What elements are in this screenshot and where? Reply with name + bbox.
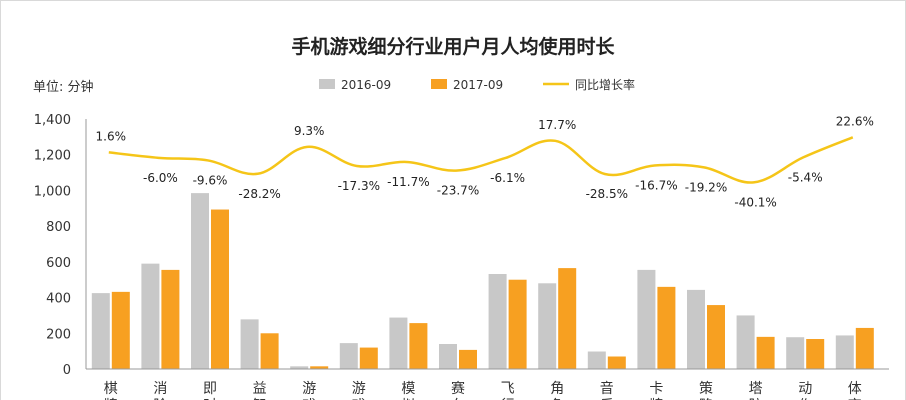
x-tick-label-8: 飞行 — [501, 381, 515, 400]
bars-layer — [91, 193, 874, 369]
x-tick-label-1: 消除 — [153, 381, 167, 400]
y-tick-label: 800 — [46, 220, 71, 235]
growth-label-10: -28.5% — [586, 187, 628, 201]
bar-2017-09-10 — [607, 356, 626, 369]
bar-2016-09-5 — [339, 343, 358, 369]
bar-2017-09-2 — [211, 209, 229, 369]
y-axis: 0 200 400 600 800 1,000 1,200 1,400 — [34, 113, 87, 378]
bar-2016-09-15 — [835, 335, 854, 369]
bar-2016-09-8 — [488, 274, 507, 369]
bar-2016-09-10 — [587, 351, 606, 369]
x-tick-label-11: 卡牌 — [649, 381, 663, 400]
y-tick-label: 200 — [46, 327, 71, 342]
bar-2016-09-9 — [538, 283, 557, 369]
bar-2017-09-9 — [558, 268, 577, 369]
legend: 2016-09 2017-09 同比增长率 — [319, 77, 635, 92]
legend-label-0: 2016-09 — [341, 78, 391, 92]
y-tick-label: 600 — [46, 256, 71, 271]
legend-swatch-0 — [319, 79, 335, 89]
chart-title: 手机游戏细分行业用户月人均使用时长 — [291, 35, 615, 58]
x-tick-label-4: 游戏 — [302, 381, 316, 400]
x-tick-label-2: 即时 — [203, 381, 217, 400]
unit-label: 单位: 分钟 — [33, 79, 94, 95]
growth-label-12: -19.2% — [685, 180, 727, 194]
legend-label-2: 同比增长率 — [575, 77, 635, 92]
bar-2016-09-6 — [389, 317, 408, 369]
bar-2017-09-3 — [260, 333, 279, 369]
y-tick-label: 1,000 — [34, 184, 71, 199]
growth-label-7: -23.7% — [437, 184, 479, 198]
bar-2016-09-7 — [439, 344, 457, 369]
y-tick-label: 0 — [63, 363, 71, 378]
bar-2016-09-12 — [687, 289, 705, 369]
bar-2017-09-4 — [310, 366, 329, 369]
bar-2017-09-8 — [508, 279, 527, 369]
bar-2016-09-11 — [637, 269, 656, 369]
x-tick-label-15: 体育 — [848, 381, 862, 400]
bar-2016-09-3 — [240, 319, 259, 369]
bar-2016-09-14 — [786, 337, 805, 369]
bar-2017-09-11 — [657, 286, 676, 369]
bar-2017-09-7 — [459, 349, 477, 369]
y-tick-label: 400 — [46, 292, 71, 307]
growth-label-6: -11.7% — [387, 175, 429, 189]
growth-label-11: -16.7% — [635, 179, 677, 193]
growth-label-9: 17.7% — [538, 118, 576, 132]
growth-label-5: -17.3% — [338, 179, 380, 193]
growth-line-layer: 1.6% -6.0% -9.6% -28.2% 9.3% -17.3% -11.7% -23.… — [96, 114, 874, 209]
bar-2017-09-15 — [855, 327, 874, 369]
bar-2017-09-13 — [756, 336, 775, 369]
bar-2017-09-6 — [409, 323, 428, 369]
bar-2016-09-2 — [191, 193, 209, 369]
growth-label-2: -9.6% — [193, 173, 228, 187]
growth-line — [108, 136, 854, 184]
x-tick-label-7: 赛车 — [451, 381, 465, 400]
growth-label-15: 22.6% — [836, 114, 874, 128]
growth-label-13: -40.1% — [734, 195, 776, 209]
bar-2016-09-4 — [290, 366, 309, 369]
growth-label-4: 9.3% — [294, 124, 325, 138]
growth-label-14: -5.4% — [788, 170, 823, 184]
y-tick-label: 1,400 — [34, 113, 71, 128]
y-tick-label: 1,200 — [34, 149, 71, 164]
growth-label-8: -6.1% — [490, 171, 525, 185]
x-tick-label-9: 角色 — [550, 381, 564, 400]
x-tick-label-13: 塔防 — [749, 381, 763, 400]
bar-2016-09-1 — [141, 263, 160, 369]
x-tick-label-12: 策略 — [699, 380, 713, 400]
bar-2016-09-13 — [736, 315, 755, 369]
x-axis: 棋牌 消除 即时 益智 游戏 游戏 模拟 赛车 飞行 角色 音乐 卡牌 策略 塔防 动作 体育 — [86, 368, 889, 400]
legend-label-1: 2017-09 — [453, 78, 503, 92]
growth-label-1: -6.0% — [143, 171, 178, 185]
x-tick-label-14: 动作 — [798, 381, 812, 400]
growth-label-3: -28.2% — [238, 187, 280, 201]
legend-swatch-1 — [431, 79, 447, 89]
x-tick-label-0: 棋牌 — [104, 381, 118, 400]
x-tick-label-10: 音乐 — [600, 380, 614, 400]
x-tick-label-5: 游戏 — [352, 381, 366, 400]
bar-2017-09-1 — [161, 269, 180, 369]
bar-2017-09-12 — [707, 305, 725, 369]
x-tick-label-6: 模拟 — [401, 381, 415, 400]
bar-2017-09-14 — [806, 339, 825, 369]
growth-label-0: 1.6% — [96, 129, 127, 143]
bar-2017-09-5 — [359, 347, 378, 369]
bar-2016-09-0 — [91, 293, 110, 369]
x-tick-label-3: 益智 — [253, 381, 267, 400]
bar-2017-09-0 — [111, 291, 130, 369]
